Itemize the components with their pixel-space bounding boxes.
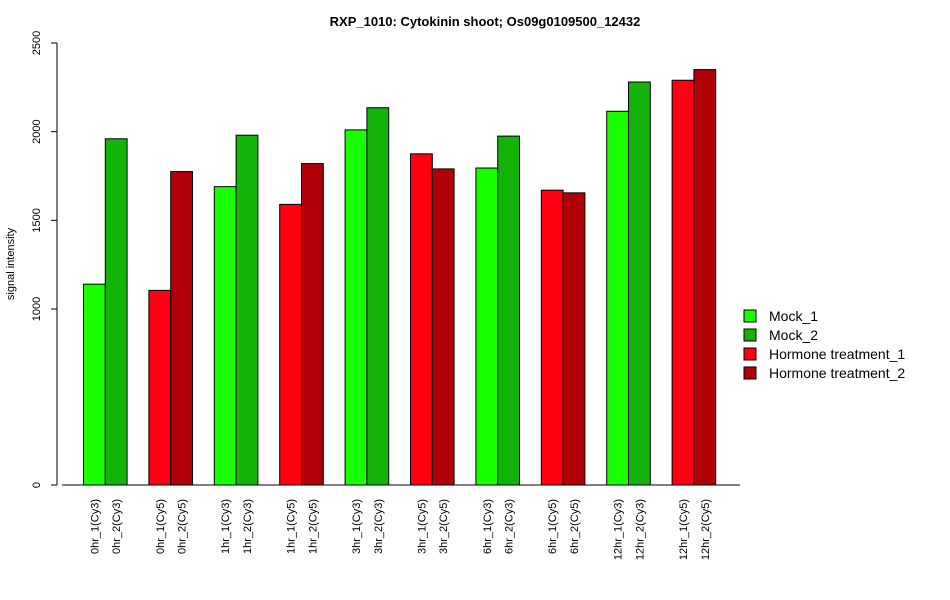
bar-3hr-2-cy5 bbox=[431, 168, 455, 486]
legend: Mock_1 Mock_2 Hormone treatment_1 Hormone t… bbox=[743, 308, 905, 381]
bar-12hr-1-cy5 bbox=[671, 79, 695, 486]
x-tick-label: 12hr_1(Cy3) bbox=[613, 499, 625, 560]
bar-1hr-2-cy3 bbox=[235, 134, 259, 486]
chart-title: RXP_1010: Cytokinin shoot; Os09g0109500_… bbox=[330, 14, 641, 29]
y-tick-label: 1500 bbox=[31, 208, 43, 232]
x-tick-label: 3hr_2(Cy5) bbox=[438, 499, 450, 554]
x-tick-label: 6hr_2(Cy3) bbox=[504, 499, 516, 554]
y-axis-label: signal intensity bbox=[5, 227, 17, 300]
bar-1hr-2-cy5 bbox=[301, 163, 324, 486]
bar-12hr-2-cy5 bbox=[693, 69, 717, 486]
bar-6hr-1-cy5 bbox=[540, 189, 564, 486]
legend-swatch bbox=[743, 328, 757, 342]
y-axis: 0 1000 1500 2000 2500 bbox=[31, 31, 58, 488]
x-tick-label: 1hr_2(Cy3) bbox=[242, 499, 254, 554]
legend-swatch bbox=[743, 366, 757, 380]
x-tick-label: 0hr_2(Cy3) bbox=[111, 499, 123, 554]
y-tick-label: 1000 bbox=[31, 297, 43, 321]
x-tick-label: 6hr_1(Cy3) bbox=[482, 499, 494, 554]
x-tick-label: 6hr_2(Cy5) bbox=[569, 499, 581, 554]
y-tick-label: 2000 bbox=[31, 119, 43, 143]
x-tick-label: 0hr_2(Cy5) bbox=[177, 499, 189, 554]
bar-0hr-2-cy5 bbox=[170, 171, 193, 486]
bar-3hr-1-cy3 bbox=[344, 129, 368, 486]
x-tick-label: 12hr_2(Cy5) bbox=[700, 499, 712, 560]
y-tick-label: 2500 bbox=[31, 31, 43, 55]
x-tick-label: 0hr_1(Cy3) bbox=[89, 499, 101, 554]
x-tick-label: 3hr_1(Cy3) bbox=[351, 499, 363, 554]
bar-3hr-2-cy3 bbox=[366, 107, 390, 486]
x-tick-labels: 0hr_1(Cy3) 0hr_2(Cy3) 0hr_1(Cy5) 0hr_2(Cy5)… bbox=[89, 499, 711, 560]
bar-1hr-1-cy5 bbox=[279, 203, 303, 486]
x-tick-label: 12hr_2(Cy3) bbox=[634, 499, 646, 560]
x-tick-label: 1hr_1(Cy5) bbox=[286, 499, 298, 554]
x-tick-label: 3hr_2(Cy3) bbox=[373, 499, 385, 554]
bar-0hr-1-cy3 bbox=[83, 283, 106, 486]
bar-12hr-2-cy3 bbox=[628, 81, 651, 486]
legend-label: Hormone treatment_2 bbox=[769, 365, 905, 381]
x-tick-label: 3hr_1(Cy5) bbox=[416, 499, 428, 554]
bar-0hr-1-cy5 bbox=[148, 289, 172, 486]
bar-0hr-2-cy3 bbox=[104, 138, 128, 486]
x-tick-label: 1hr_1(Cy3) bbox=[220, 499, 232, 554]
legend-label: Hormone treatment_1 bbox=[769, 346, 905, 362]
bar-12hr-1-cy3 bbox=[606, 110, 630, 486]
x-tick-label: 0hr_1(Cy5) bbox=[155, 499, 167, 554]
bar-3hr-1-cy5 bbox=[410, 153, 433, 486]
x-tick-label: 1hr_2(Cy5) bbox=[307, 499, 319, 554]
y-tick-label: 0 bbox=[31, 482, 43, 488]
bar-1hr-1-cy3 bbox=[213, 186, 237, 486]
x-tick-label: 12hr_1(Cy5) bbox=[678, 499, 690, 560]
legend-swatch bbox=[743, 309, 757, 323]
x-tick-label: 6hr_1(Cy5) bbox=[547, 499, 559, 554]
bar-6hr-2-cy3 bbox=[497, 135, 521, 486]
bar-6hr-1-cy3 bbox=[475, 167, 499, 486]
legend-label: Mock_2 bbox=[769, 327, 818, 343]
bars bbox=[83, 69, 717, 486]
legend-label: Mock_1 bbox=[769, 308, 818, 324]
bar-6hr-2-cy5 bbox=[562, 192, 586, 486]
legend-swatch bbox=[743, 347, 757, 361]
